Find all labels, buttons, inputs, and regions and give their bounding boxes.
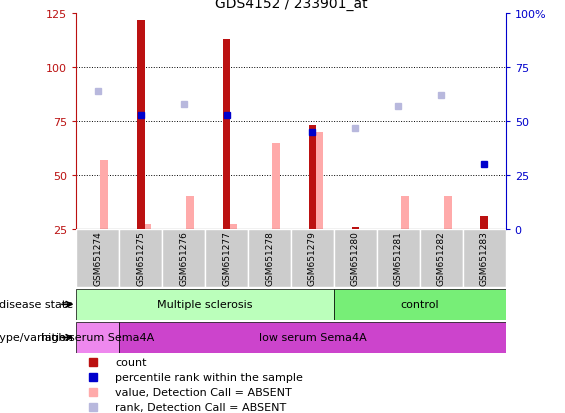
Text: GSM651279: GSM651279 [308, 231, 317, 285]
Bar [101, 161, 108, 229]
Text: GSM651281: GSM651281 [394, 231, 403, 285]
Text: GSM651276: GSM651276 [179, 231, 188, 285]
Bar [334, 229, 377, 287]
Bar [315, 133, 323, 229]
Text: percentile rank within the sample: percentile rank within the sample [115, 372, 303, 382]
Bar [76, 322, 119, 353]
Text: GSM651283: GSM651283 [480, 231, 489, 285]
Text: control: control [401, 299, 439, 310]
Text: high serum Sema4A: high serum Sema4A [41, 332, 154, 343]
Bar [444, 197, 451, 229]
Bar [248, 229, 291, 287]
Bar [480, 216, 488, 229]
Text: rank, Detection Call = ABSENT: rank, Detection Call = ABSENT [115, 402, 286, 412]
Bar [420, 229, 463, 287]
Bar [205, 229, 248, 287]
Text: GSM651277: GSM651277 [222, 231, 231, 285]
Bar [144, 225, 151, 229]
Text: genotype/variation: genotype/variation [0, 332, 73, 343]
Bar [351, 227, 359, 229]
Bar [137, 21, 145, 229]
Bar [76, 229, 119, 287]
Text: value, Detection Call = ABSENT: value, Detection Call = ABSENT [115, 387, 292, 397]
Text: Multiple sclerosis: Multiple sclerosis [157, 299, 253, 310]
Text: count: count [115, 357, 146, 367]
Title: GDS4152 / 233901_at: GDS4152 / 233901_at [215, 0, 367, 11]
Bar [76, 289, 334, 320]
Bar [377, 229, 420, 287]
Text: GSM651274: GSM651274 [93, 231, 102, 285]
Bar [223, 40, 231, 229]
Text: GSM651282: GSM651282 [437, 231, 446, 285]
Bar [291, 229, 334, 287]
Bar [186, 197, 194, 229]
Bar [272, 143, 280, 229]
Bar [463, 229, 506, 287]
Bar [162, 229, 205, 287]
Bar [334, 289, 506, 320]
Text: GSM651280: GSM651280 [351, 231, 360, 285]
Bar [229, 225, 237, 229]
Text: GSM651275: GSM651275 [136, 231, 145, 285]
Bar [119, 229, 162, 287]
Text: GSM651278: GSM651278 [265, 231, 274, 285]
Text: disease state: disease state [0, 299, 73, 310]
Text: low serum Sema4A: low serum Sema4A [259, 332, 366, 343]
Bar [308, 126, 316, 229]
Bar [401, 197, 408, 229]
